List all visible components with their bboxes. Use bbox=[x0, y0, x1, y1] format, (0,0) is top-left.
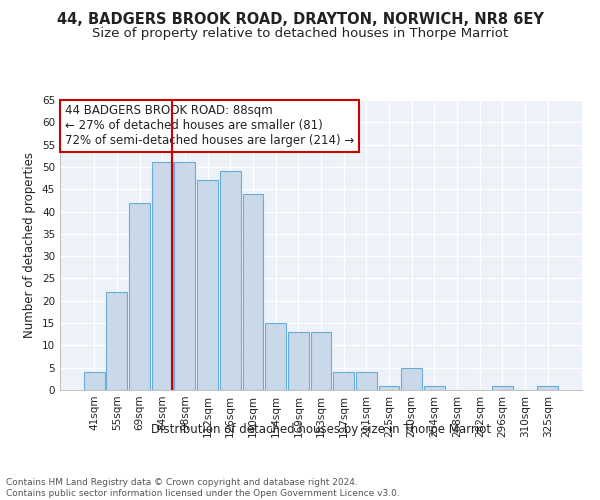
Bar bbox=[265, 323, 286, 390]
Bar bbox=[197, 180, 218, 390]
Bar bbox=[311, 332, 331, 390]
Bar bbox=[242, 194, 263, 390]
Bar bbox=[492, 386, 513, 390]
Bar bbox=[401, 368, 422, 390]
Bar bbox=[538, 386, 558, 390]
Text: Contains HM Land Registry data © Crown copyright and database right 2024.
Contai: Contains HM Land Registry data © Crown c… bbox=[6, 478, 400, 498]
Bar bbox=[356, 372, 377, 390]
Bar bbox=[152, 162, 173, 390]
Bar bbox=[379, 386, 400, 390]
Bar bbox=[288, 332, 309, 390]
Bar bbox=[175, 162, 196, 390]
Text: 44, BADGERS BROOK ROAD, DRAYTON, NORWICH, NR8 6EY: 44, BADGERS BROOK ROAD, DRAYTON, NORWICH… bbox=[56, 12, 544, 28]
Bar bbox=[220, 172, 241, 390]
Bar bbox=[129, 202, 150, 390]
Bar bbox=[106, 292, 127, 390]
Bar bbox=[424, 386, 445, 390]
Bar bbox=[333, 372, 354, 390]
Text: Size of property relative to detached houses in Thorpe Marriot: Size of property relative to detached ho… bbox=[92, 28, 508, 40]
Y-axis label: Number of detached properties: Number of detached properties bbox=[23, 152, 37, 338]
Text: 44 BADGERS BROOK ROAD: 88sqm
← 27% of detached houses are smaller (81)
72% of se: 44 BADGERS BROOK ROAD: 88sqm ← 27% of de… bbox=[65, 104, 355, 148]
Text: Distribution of detached houses by size in Thorpe Marriot: Distribution of detached houses by size … bbox=[151, 422, 491, 436]
Bar bbox=[84, 372, 104, 390]
